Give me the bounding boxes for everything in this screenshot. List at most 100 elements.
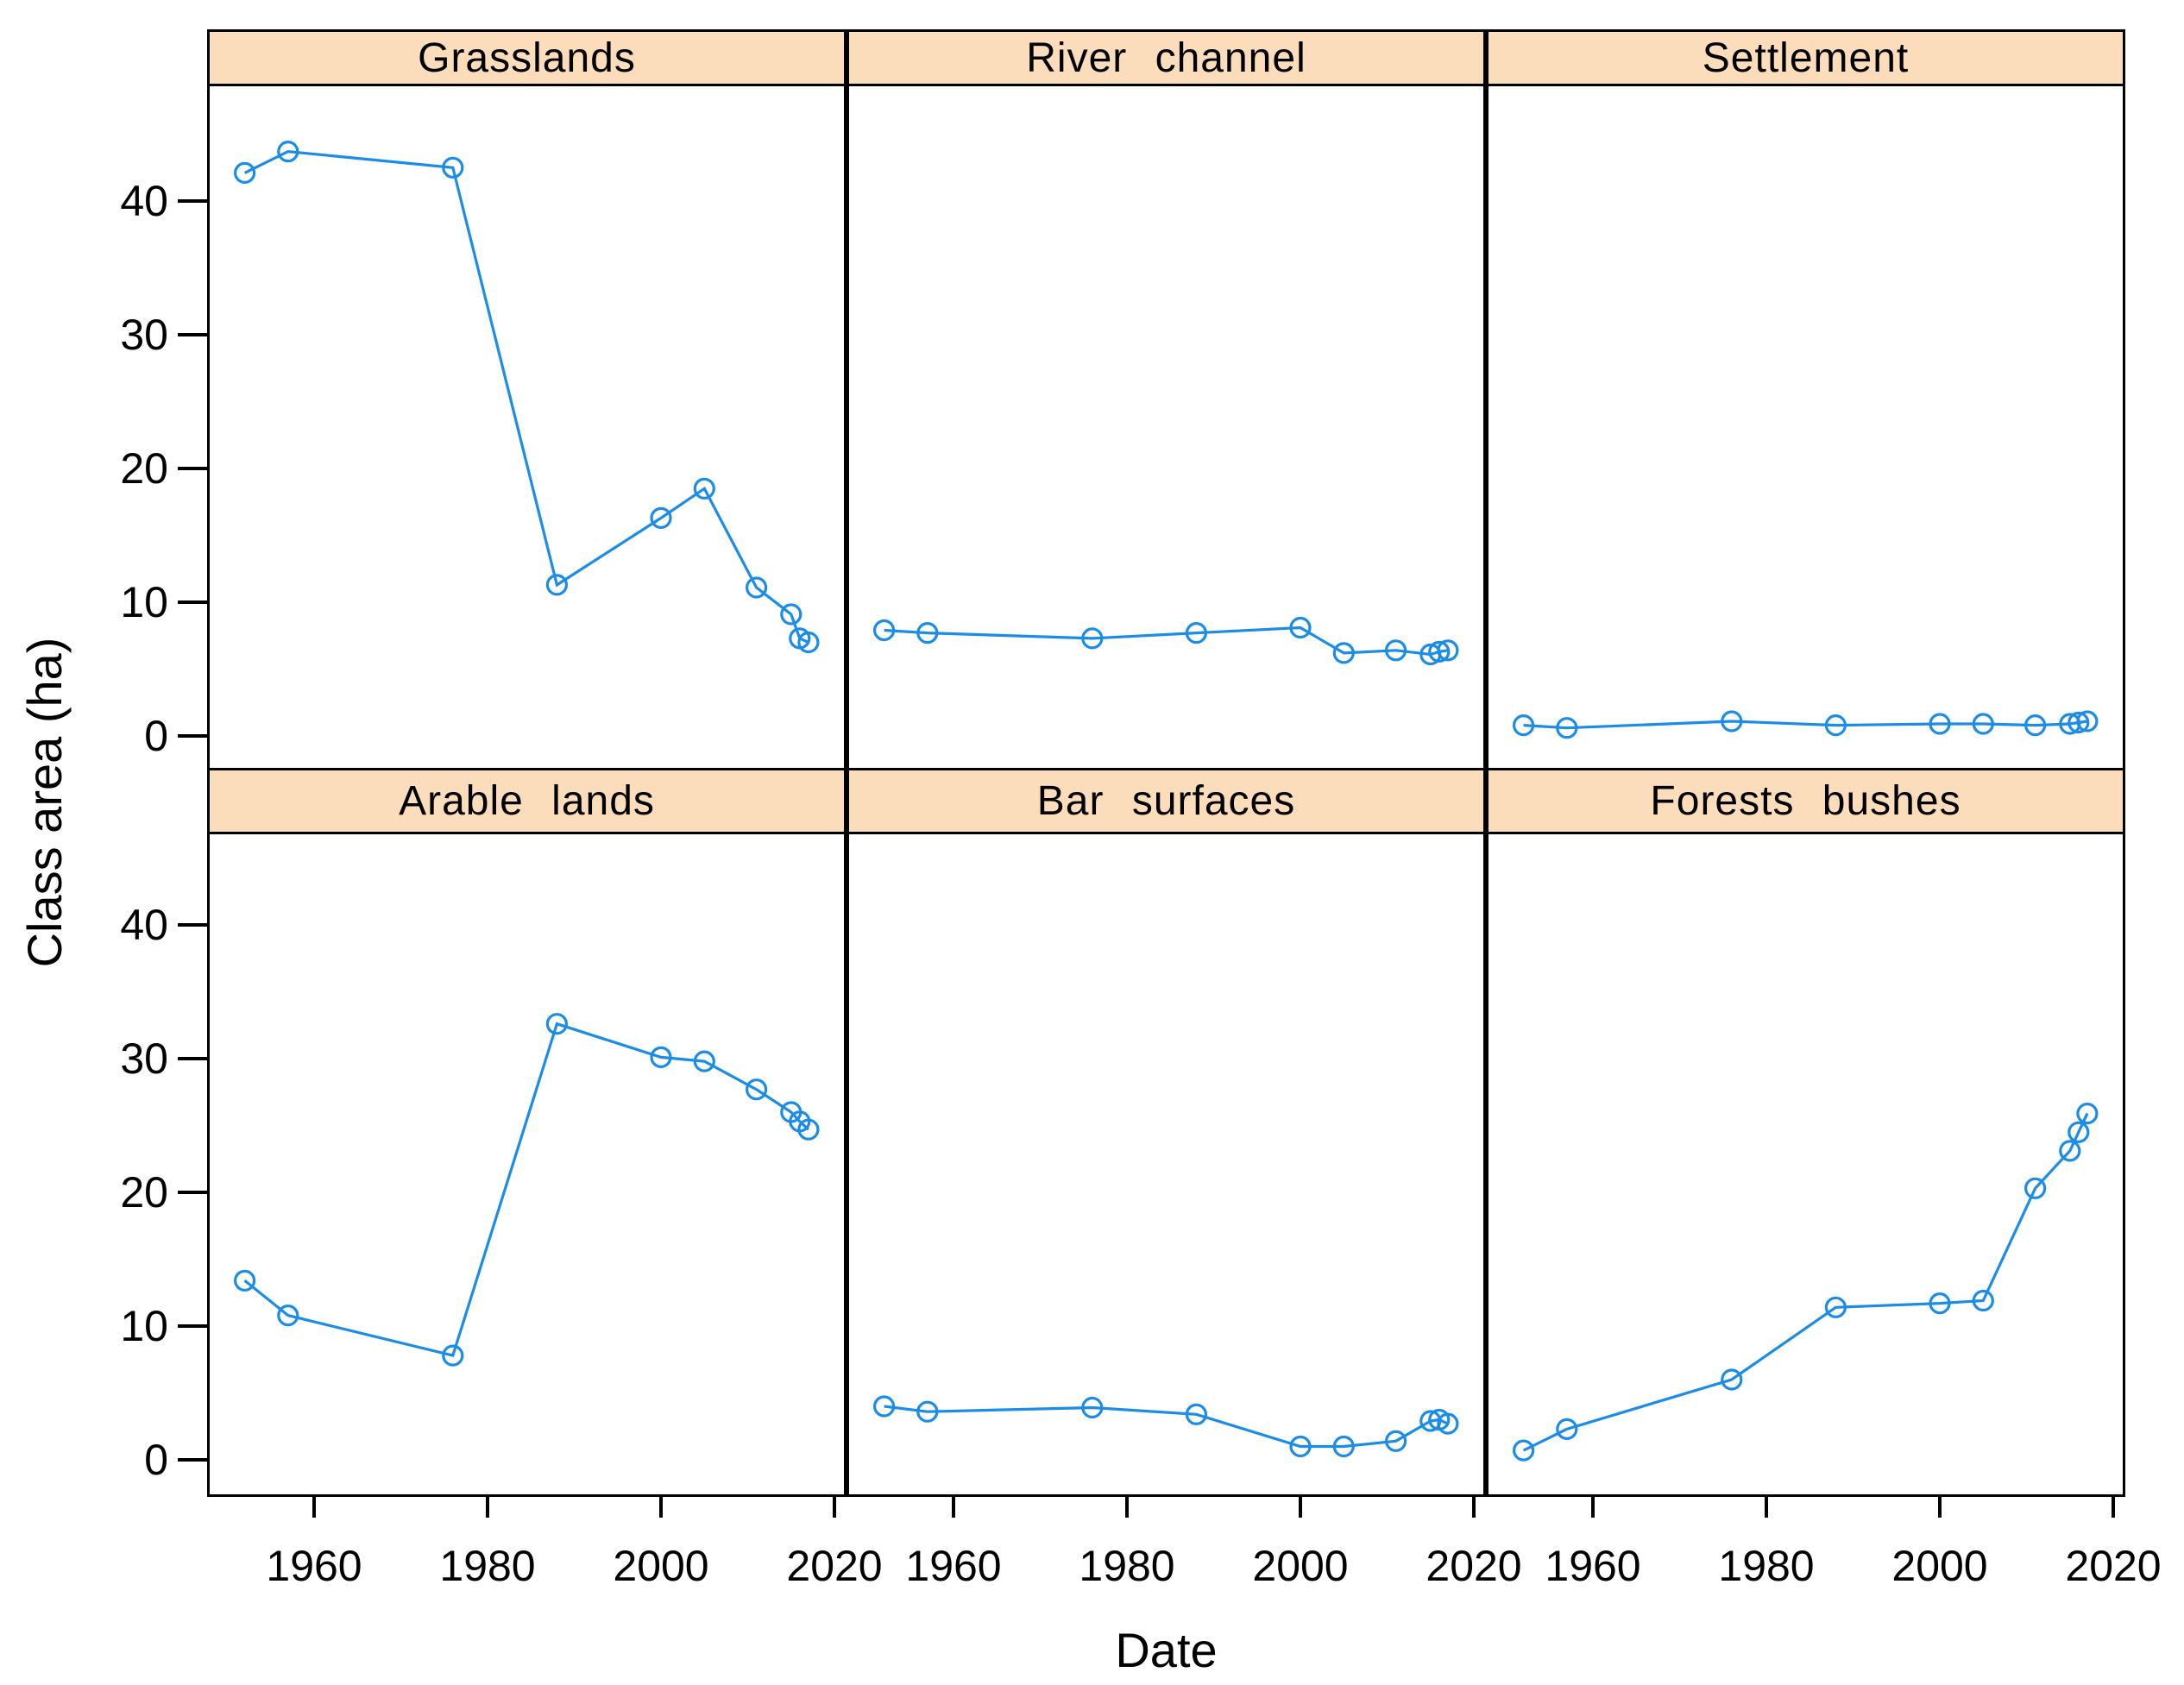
- data-point-marker: [1556, 717, 1578, 739]
- panel-canvas: [233, 140, 820, 654]
- panel-canvas: [872, 1395, 1459, 1458]
- data-point-marker: [745, 576, 768, 599]
- x-tick-label: 2020: [2065, 1542, 2162, 1590]
- data-point-marker: [1289, 1435, 1312, 1458]
- panel-strip-settlement: Settlement: [1486, 29, 2125, 86]
- data-point-marker: [650, 1046, 672, 1068]
- panel-plot-settlement: [1486, 86, 2125, 770]
- x-tick-mark: [1299, 1494, 1302, 1518]
- y-tick-label: 30: [120, 1034, 168, 1083]
- panel-title: Bar surfaces: [1036, 778, 1296, 824]
- data-point-marker: [1972, 1289, 1994, 1312]
- y-tick-label: 10: [120, 578, 168, 626]
- data-point-marker: [650, 506, 672, 529]
- y-tick-mark: [178, 734, 207, 738]
- y-tick-label: 20: [120, 444, 168, 493]
- y-tick-label: 0: [144, 712, 168, 760]
- x-tick-label: 2000: [1891, 1542, 1988, 1590]
- data-point-marker: [1185, 1403, 1207, 1425]
- data-line: [1522, 1112, 2089, 1452]
- y-tick-label: 10: [120, 1302, 168, 1350]
- data-point-marker: [1824, 1296, 1847, 1318]
- panel-strip-arable-lands: Arable lands: [207, 768, 847, 834]
- data-point-marker: [797, 1118, 820, 1141]
- panel-plot-river-channel: [847, 86, 1486, 770]
- panel-strip-river-channel: River channel: [847, 29, 1486, 86]
- x-tick-label: 1960: [1545, 1542, 1641, 1590]
- panel-canvas: [1512, 1103, 2099, 1462]
- x-tick-label: 1960: [266, 1542, 362, 1590]
- data-point-marker: [2059, 1140, 2081, 1162]
- data-point-marker: [1437, 1412, 1459, 1435]
- y-tick-label: 0: [144, 1436, 168, 1484]
- x-tick-mark: [1765, 1494, 1768, 1518]
- x-tick-mark: [659, 1494, 663, 1518]
- data-point-marker: [916, 1400, 939, 1423]
- y-axis-title: Class area (ha): [17, 637, 72, 968]
- data-point-marker: [1972, 713, 1994, 735]
- y-tick-label: 30: [120, 311, 168, 359]
- data-point-marker: [2024, 714, 2047, 737]
- x-tick-mark: [833, 1494, 836, 1518]
- data-line: [884, 626, 1449, 657]
- data-point-marker: [797, 631, 820, 654]
- panel-strip-bar-surfaces: Bar surfaces: [847, 768, 1486, 834]
- data-point-marker: [2068, 1121, 2090, 1143]
- y-tick-label: 20: [120, 1168, 168, 1217]
- data-point-marker: [1384, 639, 1407, 662]
- panel-plot-grasslands: [207, 86, 847, 770]
- data-point-marker: [1384, 1430, 1407, 1452]
- data-point-marker: [745, 1078, 768, 1101]
- data-point-marker: [1556, 1418, 1578, 1441]
- x-tick-mark: [486, 1494, 489, 1518]
- x-tick-mark: [312, 1494, 316, 1518]
- panel-title: Forests bushes: [1650, 778, 1961, 824]
- x-tick-label: 2020: [786, 1542, 883, 1590]
- x-tick-label: 1980: [1079, 1542, 1175, 1590]
- data-point-marker: [233, 161, 256, 185]
- x-tick-mark: [2112, 1494, 2115, 1518]
- data-point-marker: [1289, 616, 1312, 639]
- data-point-marker: [1929, 1292, 1951, 1315]
- x-tick-label: 2000: [1252, 1542, 1349, 1590]
- data-line: [243, 1022, 809, 1358]
- panel-canvas: [233, 1013, 820, 1367]
- panel-title: River channel: [1026, 35, 1306, 81]
- data-point-marker: [1332, 642, 1355, 664]
- panel-plot-forests-bushes: [1486, 834, 2125, 1497]
- data-point-marker: [442, 1344, 464, 1367]
- x-tick-mark: [1938, 1494, 1942, 1518]
- data-point-marker: [1081, 627, 1104, 650]
- x-tick-mark: [1591, 1494, 1595, 1518]
- data-point-marker: [442, 156, 464, 179]
- data-point-marker: [1721, 710, 1743, 732]
- data-line: [243, 149, 809, 644]
- data-point-marker: [233, 1269, 256, 1292]
- y-tick-mark: [178, 1191, 207, 1194]
- data-line: [1523, 720, 2088, 730]
- data-point-marker: [2076, 710, 2099, 732]
- panel-canvas: [872, 616, 1459, 666]
- data-point-marker: [1081, 1396, 1104, 1419]
- y-tick-mark: [178, 1324, 207, 1328]
- y-tick-mark: [178, 199, 207, 203]
- data-point-marker: [277, 1304, 299, 1327]
- panel-plot-bar-surfaces: [847, 834, 1486, 1497]
- y-tick-mark: [178, 923, 207, 927]
- data-point-marker: [1721, 1368, 1743, 1391]
- data-point-marker: [916, 621, 939, 644]
- panel-title: Arable lands: [399, 778, 655, 824]
- data-point-marker: [1332, 1435, 1355, 1458]
- x-tick-label: 2020: [1426, 1542, 1522, 1590]
- data-point-marker: [872, 1395, 896, 1418]
- y-tick-label: 40: [120, 901, 168, 949]
- x-tick-label: 1960: [905, 1542, 1002, 1590]
- x-tick-mark: [1472, 1494, 1476, 1518]
- data-point-marker: [1437, 639, 1459, 662]
- x-tick-label: 1980: [1718, 1542, 1815, 1590]
- x-tick-mark: [952, 1494, 955, 1518]
- panel-strip-grasslands: Grasslands: [207, 29, 847, 86]
- data-point-marker: [2076, 1103, 2099, 1125]
- data-point-marker: [1824, 714, 1847, 737]
